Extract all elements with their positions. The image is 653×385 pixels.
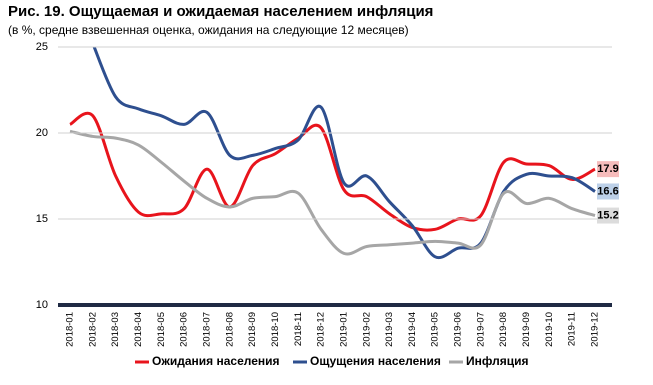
legend-label: Ожидания населения bbox=[152, 354, 280, 368]
legend-label: Ощущения населения bbox=[310, 354, 441, 368]
y-tick-label: 25 bbox=[36, 41, 48, 53]
x-tick-label: 2019-02 bbox=[361, 312, 372, 347]
x-tick-label: 2019-11 bbox=[567, 312, 578, 346]
end-label: 16.6 bbox=[597, 185, 618, 197]
x-tick-label: 2019-07 bbox=[475, 312, 486, 347]
x-tick-label: 2018-04 bbox=[133, 312, 144, 347]
x-tick-label: 2019-05 bbox=[430, 312, 441, 347]
x-tick-label: 2018-10 bbox=[270, 312, 281, 347]
x-tick-label: 2018-02 bbox=[87, 312, 98, 347]
x-tick-label: 2018-05 bbox=[156, 312, 167, 347]
chart-title: Рис. 19. Ощущаемая и ожидаемая население… bbox=[8, 3, 433, 20]
x-tick-label: 2018-11 bbox=[293, 312, 304, 346]
x-tick-label: 2018-07 bbox=[201, 312, 212, 347]
legend-label: Инфляция bbox=[466, 354, 528, 368]
x-tick-label: 2019-09 bbox=[521, 312, 532, 347]
x-tick-label: 2018-01 bbox=[65, 312, 76, 347]
x-tick-label: 2019-01 bbox=[338, 312, 349, 347]
end-label-box bbox=[597, 161, 619, 178]
x-tick-label: 2018-08 bbox=[224, 312, 235, 347]
x-tick-label: 2018-12 bbox=[316, 312, 327, 347]
x-tick-label: 2019-04 bbox=[407, 312, 418, 347]
x-tick-label: 2019-12 bbox=[590, 312, 601, 347]
x-tick-label: 2019-08 bbox=[498, 312, 509, 347]
x-tick-label: 2019-10 bbox=[544, 312, 555, 347]
x-tick-label: 2019-06 bbox=[453, 312, 464, 347]
end-label-box bbox=[597, 183, 619, 200]
end-label: 15.2 bbox=[597, 209, 618, 221]
series-line bbox=[92, 47, 596, 260]
chart-subtitle: (в %, средне взвешенная оценка, ожидания… bbox=[8, 23, 409, 37]
end-label-box bbox=[597, 207, 619, 224]
plot-area bbox=[69, 47, 596, 260]
series-line bbox=[69, 111, 596, 232]
y-tick-label: 15 bbox=[36, 213, 48, 225]
end-label: 17.9 bbox=[597, 163, 618, 175]
x-tick-label: 2019-03 bbox=[384, 312, 395, 347]
x-tick-label: 2018-03 bbox=[110, 312, 121, 347]
x-tick-label: 2018-09 bbox=[247, 312, 258, 347]
x-tick-label: 2018-06 bbox=[179, 312, 190, 347]
y-tick-label: 20 bbox=[36, 127, 48, 139]
y-tick-label: 10 bbox=[36, 299, 48, 311]
series-line bbox=[69, 129, 596, 256]
